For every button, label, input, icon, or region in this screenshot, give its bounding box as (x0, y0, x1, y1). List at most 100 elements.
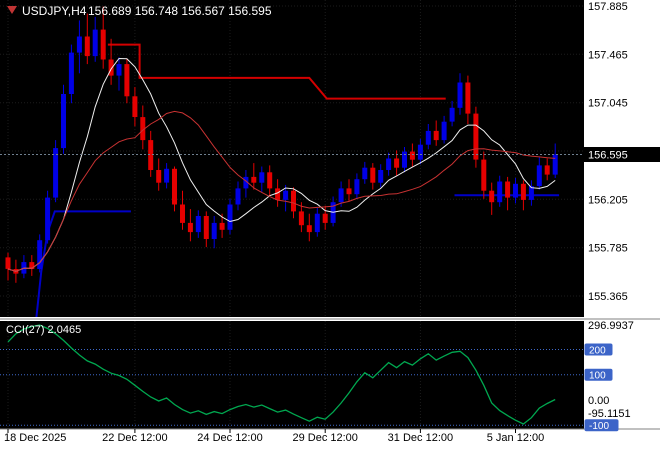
candle-bear (346, 188, 352, 195)
price-axis-label: 155.365 (588, 291, 628, 303)
candle-bull (497, 181, 503, 203)
candle-bear (108, 59, 114, 76)
candle-bull (53, 148, 59, 198)
candle-bear (481, 159, 487, 191)
candle-bear (465, 82, 471, 114)
chart-header: USDJPY,H4 156.689 156.748 156.567 156.59… (7, 4, 272, 18)
candle-bear (306, 225, 312, 233)
candle-bull (164, 168, 170, 183)
time-axis-label: 31 Dec 12:00 (388, 432, 453, 444)
candle-bear (100, 29, 106, 60)
cci-level-badge (584, 343, 613, 356)
candle-bull (378, 170, 384, 183)
indicator-axis: 296.9937 0.00-95.1151 200 100 -100 (584, 320, 634, 432)
candle-bear (148, 140, 154, 170)
candle-bull (45, 197, 51, 241)
candle-bull (552, 154, 558, 175)
candle-bull (211, 222, 217, 239)
candle-bull (536, 165, 542, 187)
candle-bull (227, 204, 233, 230)
candle-bear (505, 181, 511, 198)
price-axis-label: 157.885 (588, 1, 628, 13)
cci-level-badge (584, 419, 619, 432)
candle-bear (489, 190, 495, 203)
candle-bear (172, 168, 177, 205)
price-axis-label: 155.785 (588, 243, 628, 255)
candle-bull (449, 107, 455, 122)
ohlc-values: 156.689 156.748 156.567 156.595 (88, 4, 272, 18)
trend-stop-line (107, 43, 446, 100)
candle-bear (409, 151, 415, 160)
candle-bear (124, 64, 130, 97)
candle-bull (283, 190, 289, 200)
candle-bear (370, 167, 376, 183)
candle-bear (298, 211, 304, 226)
candle-bear (84, 36, 90, 57)
current-price-tag (584, 147, 660, 162)
candle-bear (473, 113, 479, 160)
cci-level-badge (584, 368, 613, 381)
candle-bull (354, 179, 360, 195)
candle-bull (259, 172, 265, 183)
candle-bull (417, 144, 423, 160)
time-axis-label: 5 Jan 12:00 (487, 432, 545, 444)
cci-axis-min-label: -95.1151 (588, 408, 631, 420)
cci-line (7, 324, 556, 425)
candle-bear (520, 183, 526, 200)
cci-level-badge-label: 200 (589, 346, 606, 357)
cci-level-badge-label: 100 (589, 371, 606, 382)
candle-bear (5, 257, 11, 269)
candle-bull (457, 82, 463, 108)
candle-bear (203, 216, 209, 239)
candle-bear (140, 117, 146, 141)
candle-bull (513, 183, 518, 198)
candle-bear (187, 222, 193, 233)
candle-bull (402, 151, 407, 168)
candle-bull (92, 29, 98, 57)
candle-bull (362, 167, 368, 180)
candle-bear (322, 213, 328, 223)
candle-bear (291, 190, 296, 212)
time-axis: 18 Dec 2025 22 Dec 12:00 24 Dec 12:00 29 De… (4, 429, 544, 444)
candle-bear (433, 130, 439, 141)
ma-fast-line (7, 57, 556, 272)
cci-level-badge-label: -100 (589, 421, 609, 432)
time-axis-label: 22 Dec 12:00 (102, 432, 167, 444)
cci-axis-max-label: 296.9937 (588, 320, 634, 332)
candle-bear (132, 96, 138, 117)
current-price-tag-group: 156.595 (584, 147, 660, 162)
current-price-tag-value: 156.595 (588, 150, 628, 162)
price-axis-label: 157.465 (588, 49, 628, 61)
candle-bear (29, 262, 35, 269)
ma-slow-line (7, 110, 556, 272)
time-axis-label: 29 Dec 12:00 (292, 432, 357, 444)
candle-bull (61, 94, 66, 149)
candle-bear (394, 158, 400, 168)
candle-bull (386, 158, 392, 170)
candle-bull (37, 240, 43, 269)
moving-averages (7, 57, 556, 272)
candle-bear (180, 204, 185, 223)
cci-group (0, 324, 584, 426)
indicator-label: CCI(27) 2.0465 (6, 324, 81, 336)
candle-bull (441, 121, 447, 141)
cci-axis-zero-label: 0.00 (588, 395, 609, 407)
candle-bull (425, 130, 431, 145)
candle-bear (251, 176, 257, 183)
price-axis-label: 157.045 (588, 98, 628, 110)
candle-bull (68, 52, 74, 94)
candle-bear (219, 222, 225, 230)
candle-bull (338, 188, 344, 203)
candle-bear (156, 170, 162, 183)
candle-bear (267, 172, 273, 189)
symbol-timeframe-label: USDJPY,H4 (22, 4, 87, 18)
candle-bull (76, 36, 82, 53)
candle-bull (235, 188, 241, 205)
candle-bull (116, 64, 122, 76)
symbol-dropdown-icon[interactable] (7, 6, 17, 14)
candle-bull (528, 186, 534, 200)
candle-bull (195, 216, 201, 233)
candle-bear (275, 188, 281, 200)
